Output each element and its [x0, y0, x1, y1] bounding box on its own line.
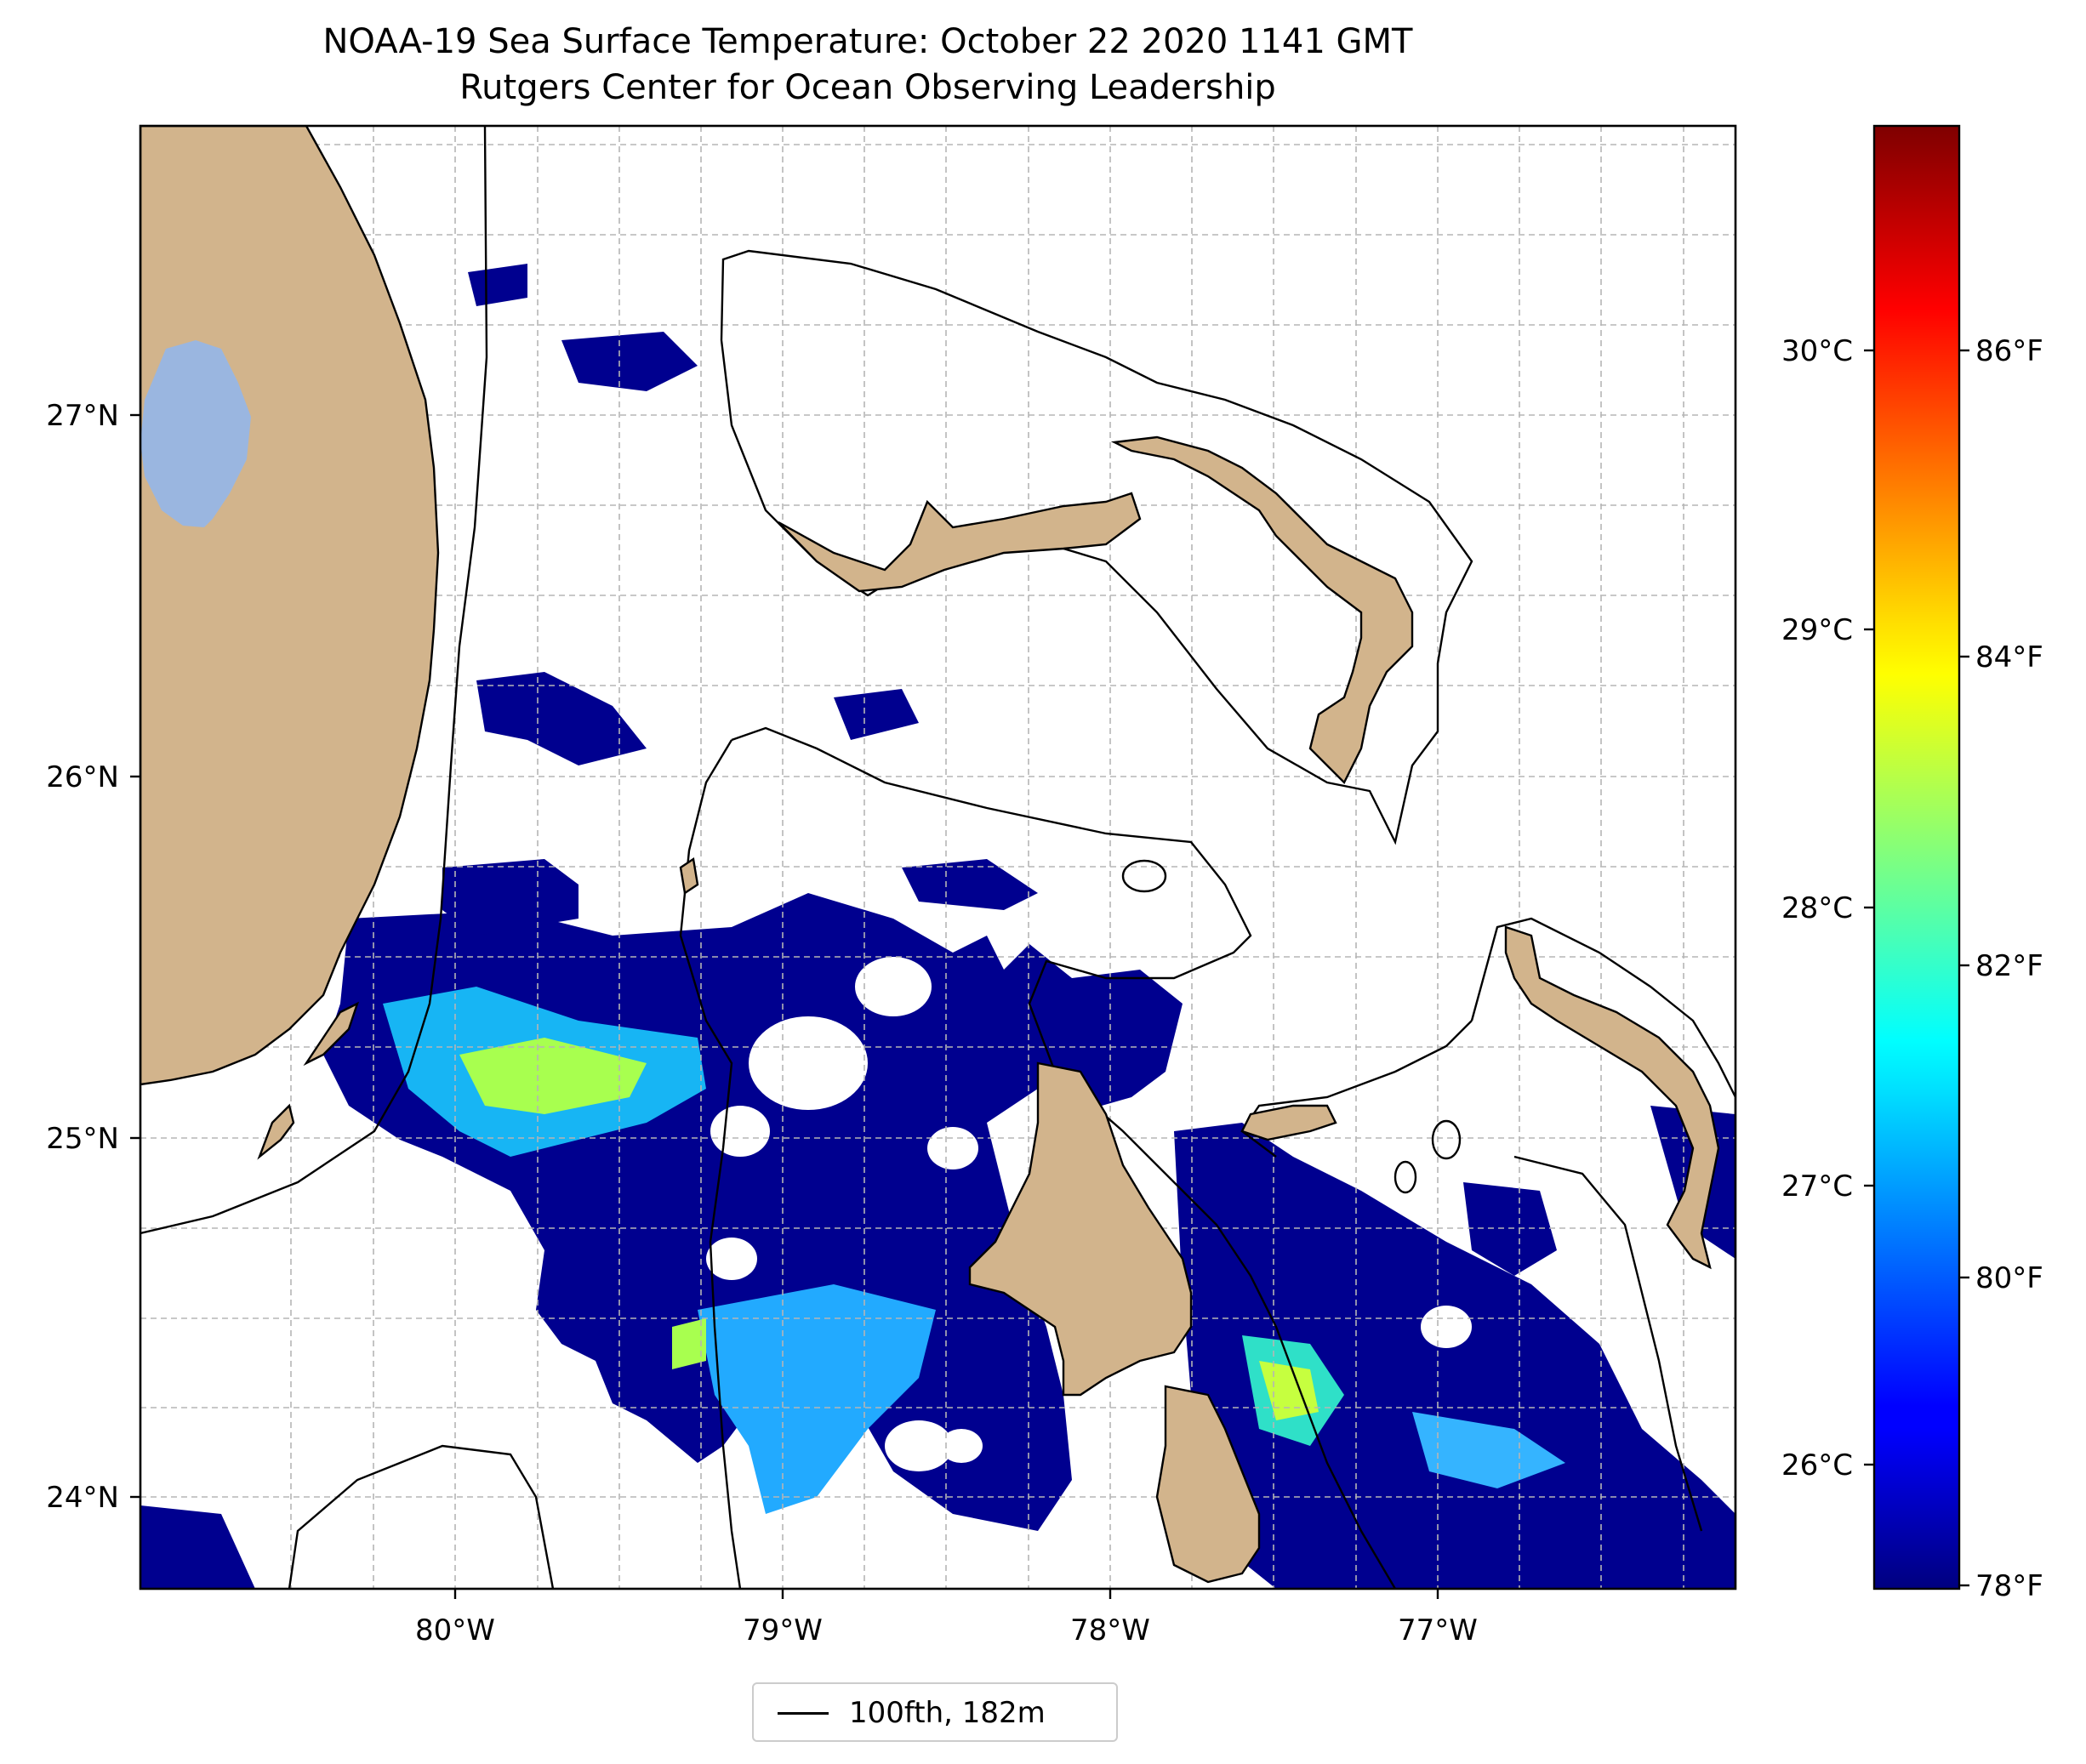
grand-bahama-island	[778, 492, 1142, 593]
colorbar-celsius-label: 30°C	[1781, 334, 1853, 368]
colorbar-celsius-label: 27°C	[1781, 1169, 1853, 1204]
map-legend: 100fth, 182m	[752, 1682, 1118, 1742]
legend-label: 100fth, 182m	[849, 1696, 1046, 1730]
florida-keys-2	[257, 1103, 295, 1160]
colorbar-celsius-label: 28°C	[1781, 891, 1853, 925]
lon-tick-label: 78°W	[1070, 1613, 1150, 1647]
sst-data-layer	[140, 264, 1735, 1589]
colorbar-celsius-label: 26°C	[1781, 1448, 1853, 1482]
lat-tick-label: 25°N	[46, 1122, 119, 1156]
colorbar-celsius-label: 29°C	[1781, 613, 1853, 647]
lon-tick-label: 79°W	[743, 1613, 823, 1647]
lat-tick-label: 24°N	[46, 1481, 119, 1515]
colorbar	[1872, 124, 1961, 1590]
lon-tick-label: 80°W	[415, 1613, 495, 1647]
great-abaco-island	[1110, 435, 1414, 785]
map-subtitle: Rutgers Center for Ocean Observing Leade…	[459, 68, 1276, 107]
map-area	[140, 126, 1735, 1589]
colorbar-fahrenheit-label: 86°F	[1975, 334, 2043, 368]
lake-okeechobee	[140, 340, 251, 527]
map-title: NOAA-19 Sea Surface Temperature: October…	[322, 22, 1413, 61]
isobath-100fth	[140, 126, 1735, 1589]
berry-islands	[1240, 1104, 1337, 1141]
lat-tick-label: 26°N	[46, 760, 119, 794]
south-andros-island	[1155, 1385, 1261, 1584]
colorbar-ticks	[1864, 349, 1969, 1587]
map-axis-ticks	[130, 413, 1439, 1599]
lon-tick-label: 77°W	[1398, 1613, 1478, 1647]
colorbar-fahrenheit-label: 80°F	[1975, 1261, 2043, 1295]
colorbar-fahrenheit-label: 78°F	[1975, 1569, 2043, 1603]
colorbar-fahrenheit-label: 82°F	[1975, 949, 2043, 983]
bimini-islet	[679, 856, 699, 896]
colorbar-fahrenheit-label: 84°F	[1975, 640, 2043, 674]
isobath-legend-swatch	[778, 1712, 829, 1715]
andros-island	[968, 1061, 1193, 1397]
florida-keys-1	[303, 1001, 360, 1067]
lat-tick-label: 27°N	[46, 399, 119, 433]
map-frame	[139, 124, 1737, 1590]
eleuthera-island	[1504, 925, 1720, 1270]
